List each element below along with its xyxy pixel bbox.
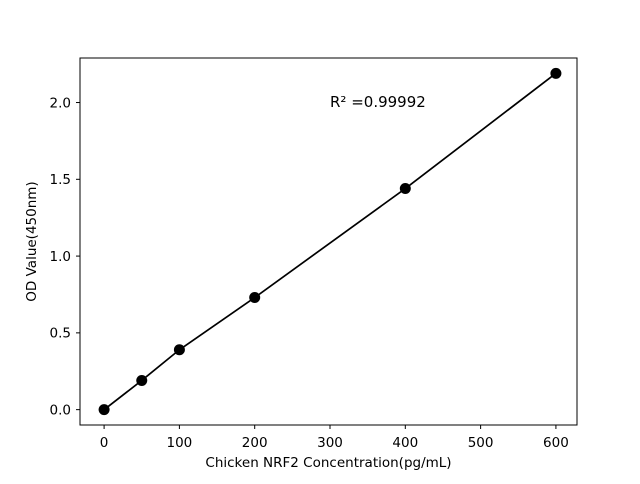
r-squared-annotation: R² =0.99992	[330, 93, 426, 111]
data-point	[98, 404, 110, 416]
x-tick-label: 100	[167, 435, 193, 451]
y-tick-label: 1.0	[50, 249, 71, 265]
data-point	[550, 67, 562, 79]
x-tick-label: 300	[317, 435, 343, 451]
data-point	[136, 374, 148, 386]
x-tick-label: 200	[242, 435, 268, 451]
data-point	[399, 183, 411, 195]
y-tick-label: 0.0	[50, 402, 71, 418]
regression-line	[103, 72, 557, 411]
y-axis-label: OD Value(450nm)	[24, 181, 40, 301]
x-axis-label: Chicken NRF2 Concentration(pg/mL)	[205, 455, 451, 471]
data-point	[173, 344, 185, 356]
data-point	[249, 292, 261, 304]
y-tick-label: 2.0	[50, 95, 71, 111]
x-tick-label: 0	[100, 435, 109, 451]
y-tick-label: 1.5	[50, 172, 71, 188]
x-tick-label: 400	[392, 435, 418, 451]
y-tick-label: 0.5	[50, 326, 71, 342]
x-tick-label: 500	[468, 435, 494, 451]
x-tick-label: 600	[543, 435, 569, 451]
